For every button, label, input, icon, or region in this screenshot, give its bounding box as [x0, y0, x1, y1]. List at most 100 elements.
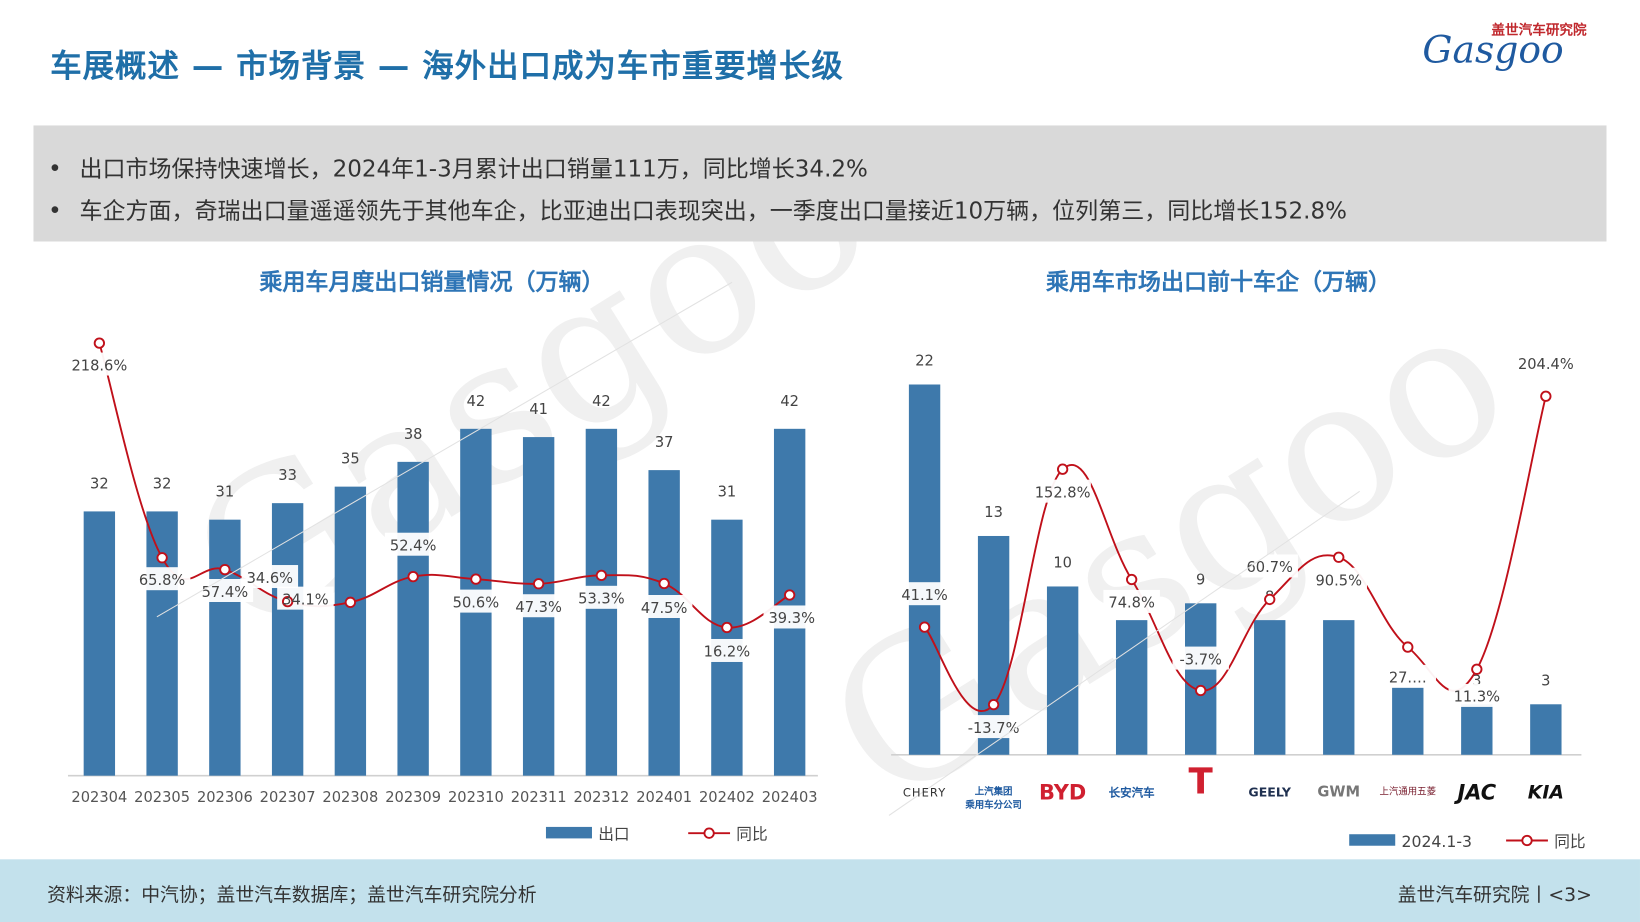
bar [1254, 620, 1286, 755]
yoy-label-bg [1103, 589, 1160, 613]
brand-logo-长安汽车: 长安汽车 [1100, 786, 1163, 800]
brand-logo-great-wall: GWM [1307, 784, 1370, 801]
yoy-marker [595, 569, 608, 581]
bar-value-label: 42 [780, 393, 799, 410]
yoy-marker [1333, 551, 1345, 563]
yoy-label: 41.1% [901, 587, 948, 604]
brand-logo-text: JAC [1457, 779, 1497, 805]
brand-logo-text: CHERY [902, 786, 947, 800]
brand-logo-text: BYD [1038, 779, 1087, 805]
legend-bar-swatch [1349, 834, 1396, 846]
yoy-marker [721, 621, 733, 634]
bar-value-label: 42 [467, 393, 486, 410]
bar-value-label: 42 [592, 393, 611, 410]
yoy-label: 34.1% [282, 591, 329, 608]
watermark-rule [888, 490, 1360, 816]
yoy-label: 34.6% [247, 570, 294, 587]
source-note: 资料来源：中汽协；盖世汽车数据库；盖世汽车研究院分析 [47, 884, 537, 907]
brand-logo-text: 长安汽车 [1108, 786, 1155, 800]
x-tick-label: 202307 [260, 789, 316, 806]
bar [1115, 620, 1148, 755]
yoy-label-bg [384, 532, 442, 556]
x-tick-label: 202403 [762, 789, 818, 806]
x-tick-label: 202304 [71, 789, 127, 806]
yoy-label-bg [1448, 683, 1506, 707]
yoy-label-bg [133, 567, 191, 591]
yoy-label: 47.5% [641, 600, 688, 617]
bar-value-label: 22 [915, 353, 934, 370]
x-tick-label: 202312 [573, 789, 629, 806]
bar [209, 519, 241, 776]
chart-title-top10: 乘用车市场出口前十车企（万辆） [1045, 269, 1392, 296]
footer: 资料来源：中汽协；盖世汽车数据库；盖世汽车研究院分析 盖世汽车研究院丨<3> [0, 859, 1640, 922]
bar [1530, 704, 1562, 755]
yoy-marker [532, 578, 545, 590]
bar [271, 503, 304, 776]
x-tick-label: 202305 [134, 789, 190, 806]
yoy-label-bg [1034, 479, 1091, 503]
yoy-label: 11.3% [1454, 689, 1501, 706]
legend-bar-swatch [545, 826, 592, 839]
brand-logo-geely: GEELY [1238, 786, 1301, 800]
yoy-label-bg [698, 638, 756, 662]
legend-label: 同比 [736, 824, 767, 843]
bar [83, 511, 116, 776]
yoy-marker [344, 596, 357, 608]
yoy-label: 47.3% [515, 599, 562, 616]
watermark-rule [156, 281, 733, 618]
bar [648, 470, 680, 776]
bar-value-label: 10 [1053, 555, 1072, 572]
summary-bullet: • 车企方面，奇瑞出口量遥遥领先于其他车企，比亚迪出口表现突出，一季度出口量接近1… [48, 198, 1348, 225]
yoy-label: 218.6% [71, 357, 127, 374]
yoy-label-bg [763, 605, 820, 629]
yoy-label-bg [965, 715, 1022, 739]
x-tick-label: 202309 [385, 789, 441, 806]
yoy-marker [219, 563, 231, 576]
yoy-label-bg [447, 589, 505, 613]
brand-logo-text: 上汽通用五菱 [1379, 787, 1437, 798]
bar [1046, 586, 1079, 755]
yoy-marker [281, 595, 294, 608]
yoy-label-bg [1379, 664, 1437, 688]
yoy-label: 204.4% [1518, 356, 1574, 373]
bar-value-label: 31 [718, 484, 737, 501]
yoy-line [923, 396, 1547, 712]
bar-value-label: 37 [655, 434, 674, 451]
yoy-label: 65.8% [139, 572, 186, 589]
bar [334, 486, 367, 776]
brand-logo-text: GWM [1317, 784, 1361, 801]
x-tick-label: 202310 [448, 789, 504, 806]
yoy-label: 50.6% [453, 594, 500, 611]
yoy-marker [1402, 641, 1414, 653]
summary-box: • 出口市场保持快速增长，2024年1-3月累计出口销量111万，同比增长34.2… [33, 125, 1607, 242]
logo-cn: 盖世汽车研究院 [1491, 22, 1587, 39]
gasgoo-logo: 盖世汽车研究院 Gasgoo [1422, 17, 1595, 76]
brand-logo-tesla: T [1169, 761, 1232, 803]
brand-logo-byd: BYD [1031, 779, 1094, 805]
bar-value-label: 9 [1196, 571, 1205, 588]
yoy-marker [918, 621, 931, 633]
brand-logo-chery: CHERY [893, 786, 956, 800]
logo-en: Gasgoo [1422, 29, 1564, 73]
yoy-label: 90.5% [1316, 573, 1363, 590]
legend-label: 出口 [598, 824, 629, 843]
yoy-marker [470, 573, 482, 585]
yoy-label-bg [573, 585, 630, 609]
yoy-label: 27.… [1389, 670, 1427, 687]
brand-logo-上汽通用五菱: 上汽通用五菱 [1376, 786, 1439, 800]
brand-logo-text: T [1188, 761, 1213, 803]
yoy-marker [156, 552, 168, 564]
summary-bullet: • 出口市场保持快速增长，2024年1-3月累计出口销量111万，同比增长34.2… [48, 156, 868, 183]
bar [1461, 704, 1493, 755]
brand-logo-text: GEELY [1248, 785, 1292, 800]
bar-value-label: 41 [529, 401, 548, 418]
yoy-marker [1264, 593, 1276, 606]
yoy-label-bg [1517, 351, 1575, 375]
yoy-marker [93, 337, 106, 349]
chart-title-monthly: 乘用车月度出口销量情况（万辆） [259, 269, 605, 296]
yoy-label: 16.2% [704, 644, 751, 661]
bar [1323, 620, 1355, 755]
legend-label: 同比 [1554, 832, 1585, 851]
